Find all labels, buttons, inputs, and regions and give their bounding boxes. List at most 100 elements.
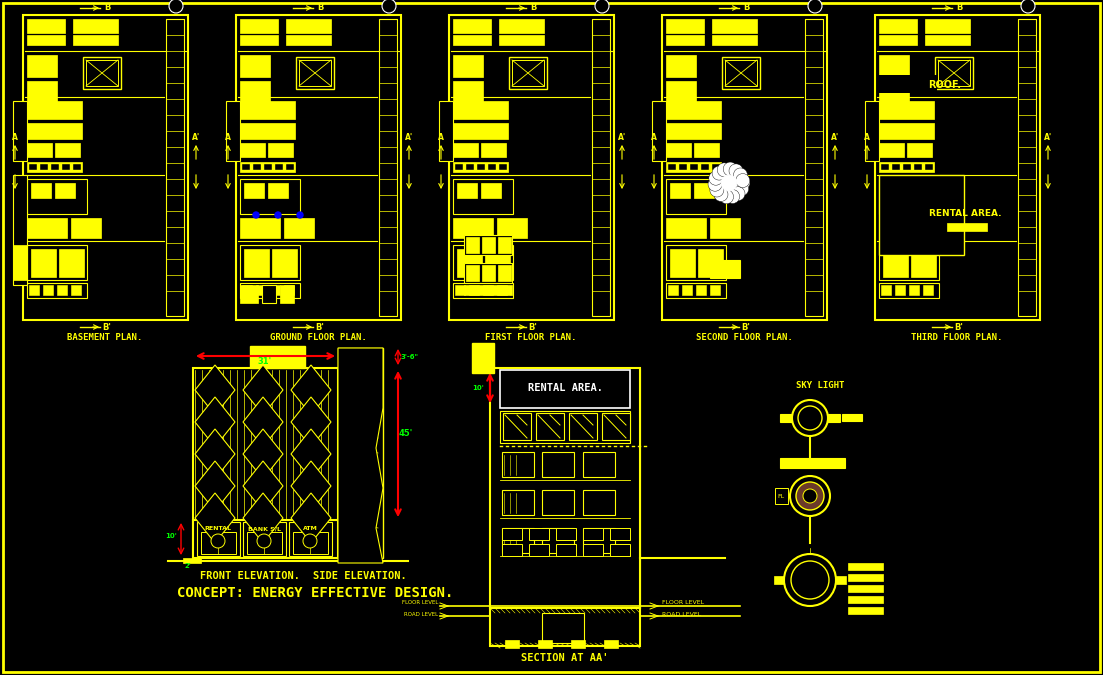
Bar xyxy=(263,285,276,303)
Bar xyxy=(283,218,314,238)
Text: A: A xyxy=(651,132,657,142)
Bar xyxy=(848,585,884,592)
Bar xyxy=(903,164,911,170)
Bar xyxy=(293,532,328,554)
Bar xyxy=(542,490,574,515)
Bar xyxy=(270,285,280,295)
Bar xyxy=(286,35,331,45)
Bar xyxy=(713,35,757,45)
Bar xyxy=(502,528,534,553)
Bar xyxy=(193,368,338,558)
Bar xyxy=(892,164,900,170)
Circle shape xyxy=(790,476,829,516)
Circle shape xyxy=(382,0,396,13)
Bar xyxy=(86,60,118,86)
Bar xyxy=(268,143,293,157)
Bar xyxy=(197,522,240,556)
Bar xyxy=(583,452,615,477)
Bar xyxy=(529,544,549,556)
Bar xyxy=(508,57,547,89)
Bar xyxy=(71,285,81,295)
Bar xyxy=(465,164,474,170)
Bar xyxy=(780,458,845,468)
Circle shape xyxy=(735,182,749,196)
Circle shape xyxy=(709,171,722,185)
Circle shape xyxy=(724,162,737,176)
Polygon shape xyxy=(243,461,283,511)
Bar xyxy=(670,183,690,198)
Bar xyxy=(23,15,188,320)
Text: BASEMENT PLAN.: BASEMENT PLAN. xyxy=(67,333,142,342)
Bar xyxy=(879,101,934,119)
Bar xyxy=(679,164,687,170)
Bar xyxy=(780,414,792,422)
Bar xyxy=(499,35,544,45)
Bar xyxy=(193,520,338,558)
Bar xyxy=(879,55,909,77)
Bar xyxy=(268,183,288,198)
Bar xyxy=(256,285,266,295)
Text: B: B xyxy=(317,3,323,13)
Bar xyxy=(666,283,726,298)
Text: 2': 2' xyxy=(184,563,192,569)
Bar xyxy=(201,532,236,554)
Bar xyxy=(456,285,465,295)
Bar xyxy=(884,249,908,277)
Bar xyxy=(40,164,49,170)
Text: A: A xyxy=(225,132,231,142)
Bar xyxy=(935,57,973,89)
Bar xyxy=(879,143,904,157)
Bar xyxy=(879,218,919,238)
Text: A': A' xyxy=(405,132,414,142)
Bar xyxy=(610,544,630,556)
Text: ROAD LEVEL: ROAD LEVEL xyxy=(404,612,438,616)
Bar xyxy=(296,57,334,89)
Polygon shape xyxy=(291,493,331,543)
Bar xyxy=(925,35,970,45)
Circle shape xyxy=(736,173,750,188)
Bar xyxy=(500,370,630,408)
Bar xyxy=(710,260,740,278)
Text: B': B' xyxy=(954,323,963,331)
Bar xyxy=(283,285,295,295)
Bar xyxy=(879,162,934,172)
Bar xyxy=(710,218,740,238)
Bar xyxy=(457,249,482,277)
Circle shape xyxy=(595,0,609,13)
Text: ROOF.: ROOF. xyxy=(929,80,962,90)
Bar xyxy=(848,607,884,614)
Bar xyxy=(453,81,483,103)
Bar xyxy=(242,164,250,170)
Bar xyxy=(542,528,574,553)
Bar xyxy=(55,143,81,157)
Bar xyxy=(449,15,614,320)
Bar xyxy=(240,101,295,119)
Bar xyxy=(670,249,695,277)
Bar xyxy=(925,164,933,170)
Bar xyxy=(13,175,26,285)
Bar xyxy=(490,368,500,608)
Bar xyxy=(774,576,784,584)
Bar xyxy=(31,249,56,277)
Bar xyxy=(914,164,922,170)
Bar xyxy=(583,528,615,553)
Text: SECTION AT AA': SECTION AT AA' xyxy=(522,653,609,663)
Bar xyxy=(453,19,491,33)
Bar xyxy=(26,19,65,33)
Bar xyxy=(453,162,508,172)
Text: FLOOR LEVEL: FLOOR LEVEL xyxy=(662,601,704,605)
Bar xyxy=(923,285,933,295)
Bar xyxy=(666,35,704,45)
Text: B: B xyxy=(529,3,536,13)
Circle shape xyxy=(731,187,745,200)
Circle shape xyxy=(808,0,822,13)
Bar xyxy=(299,60,331,86)
Bar xyxy=(713,164,720,170)
Bar xyxy=(289,522,332,556)
Bar xyxy=(55,183,75,198)
Circle shape xyxy=(733,168,748,182)
Bar xyxy=(481,183,501,198)
Bar xyxy=(694,143,719,157)
Bar xyxy=(286,19,331,33)
Text: FRONT ELEVATION.: FRONT ELEVATION. xyxy=(200,571,300,581)
